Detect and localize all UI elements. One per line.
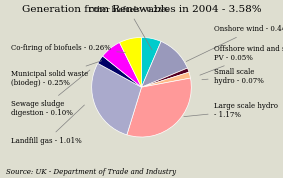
Wedge shape	[142, 41, 187, 87]
Text: Co-firing of biofuels - 0.26%: Co-firing of biofuels - 0.26%	[11, 44, 125, 52]
Wedge shape	[127, 78, 191, 137]
Text: Sewage sludge
digestion - 0.10%: Sewage sludge digestion - 0.10%	[11, 70, 90, 117]
Text: Generation from Renewables in 2004 - 3.58%: Generation from Renewables in 2004 - 3.5…	[22, 5, 261, 14]
Text: Onshore wind - 0.44%: Onshore wind - 0.44%	[186, 25, 283, 61]
Wedge shape	[142, 72, 190, 87]
Wedge shape	[142, 68, 189, 87]
Text: Source: UK - Department of Trade and Industry: Source: UK - Department of Trade and Ind…	[6, 168, 176, 176]
Text: Offshore wind and solar
PV - 0.05%: Offshore wind and solar PV - 0.05%	[200, 45, 283, 75]
Text: Municipal solid waste
(biodeg) - 0.25%: Municipal solid waste (biodeg) - 0.25%	[11, 61, 102, 87]
Text: Other biofuels - 0.23%: Other biofuels - 0.23%	[89, 6, 169, 50]
Wedge shape	[119, 37, 142, 87]
Wedge shape	[98, 56, 142, 87]
Text: Landfill gas - 1.01%: Landfill gas - 1.01%	[11, 105, 84, 145]
Wedge shape	[92, 63, 142, 135]
Text: Small scale
hydro - 0.07%: Small scale hydro - 0.07%	[202, 68, 263, 85]
Text: Large scale hydro
- 1.17%: Large scale hydro - 1.17%	[184, 102, 278, 119]
Wedge shape	[103, 43, 142, 87]
Wedge shape	[142, 37, 161, 87]
